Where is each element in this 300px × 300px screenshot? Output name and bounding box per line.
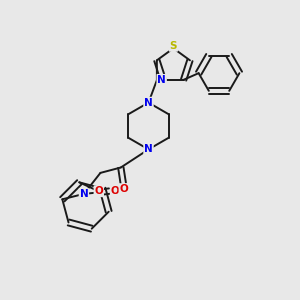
- Text: O: O: [111, 186, 119, 196]
- Text: O: O: [119, 184, 128, 194]
- Text: N: N: [157, 75, 166, 85]
- Text: N: N: [80, 189, 88, 199]
- Text: S: S: [170, 41, 177, 51]
- Text: N: N: [144, 144, 153, 154]
- Text: O: O: [94, 186, 103, 196]
- Text: N: N: [144, 98, 153, 108]
